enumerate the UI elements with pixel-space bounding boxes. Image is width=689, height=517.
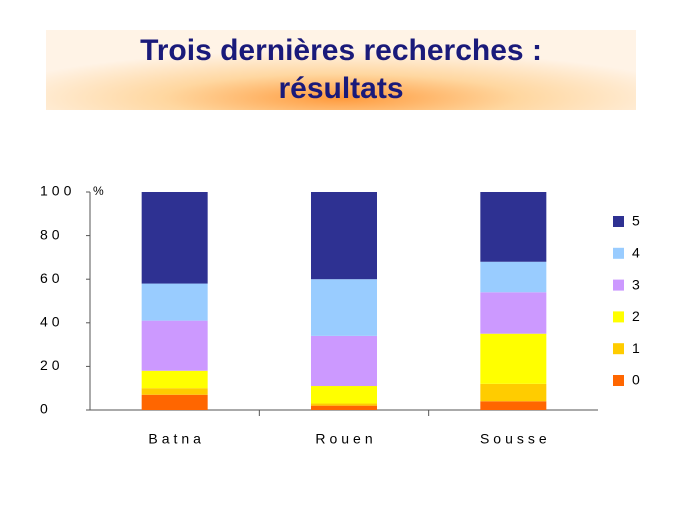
y-tick-label: 80 — [40, 226, 64, 242]
bar-segment — [141, 192, 208, 284]
legend-swatch — [613, 343, 624, 355]
y-tick-label: 20 — [40, 357, 64, 373]
legend-swatch — [613, 311, 624, 323]
legend-label: 4 — [632, 245, 640, 261]
x-tick-label: Rouen — [315, 431, 376, 447]
y-tick-label: 0 — [40, 401, 52, 417]
bar-segment — [311, 405, 377, 410]
bar-segment — [480, 192, 547, 262]
bar-segment — [480, 383, 547, 402]
legend-swatch — [613, 279, 624, 291]
legend-swatch — [613, 216, 624, 227]
bar-segment — [480, 333, 547, 384]
chart-title: Trois dernières recherches : — [140, 34, 542, 67]
title-banner — [46, 30, 636, 110]
bar-segment — [311, 335, 377, 387]
legend-swatch — [613, 247, 624, 259]
chart-title: résultats — [278, 72, 403, 105]
y-tick-label: 60 — [40, 270, 64, 286]
x-tick-label: Sousse — [480, 431, 551, 447]
bar-segment — [480, 292, 547, 334]
bar-segment — [141, 320, 208, 371]
legend-swatch — [613, 375, 624, 386]
bar-segment — [311, 386, 377, 404]
y-tick-label: 100 — [40, 183, 75, 199]
bar-segment — [141, 283, 208, 321]
y-tick-label: 40 — [40, 314, 64, 330]
x-tick-label: Batna — [148, 431, 205, 447]
legend-label: 3 — [632, 276, 640, 292]
bar-segment — [311, 403, 377, 406]
legend-label: 5 — [632, 213, 640, 229]
bar-segment — [141, 370, 208, 389]
legend-label: 1 — [632, 340, 640, 356]
bar-segment — [480, 401, 547, 410]
y-unit: % — [93, 184, 104, 198]
bar-segment — [311, 192, 377, 280]
legend-label: 0 — [632, 372, 640, 388]
legend-label: 2 — [632, 308, 640, 324]
bar-segment — [480, 261, 547, 293]
bar-segment — [141, 388, 208, 395]
bar-segment — [141, 394, 208, 410]
bar-segment — [311, 279, 377, 336]
